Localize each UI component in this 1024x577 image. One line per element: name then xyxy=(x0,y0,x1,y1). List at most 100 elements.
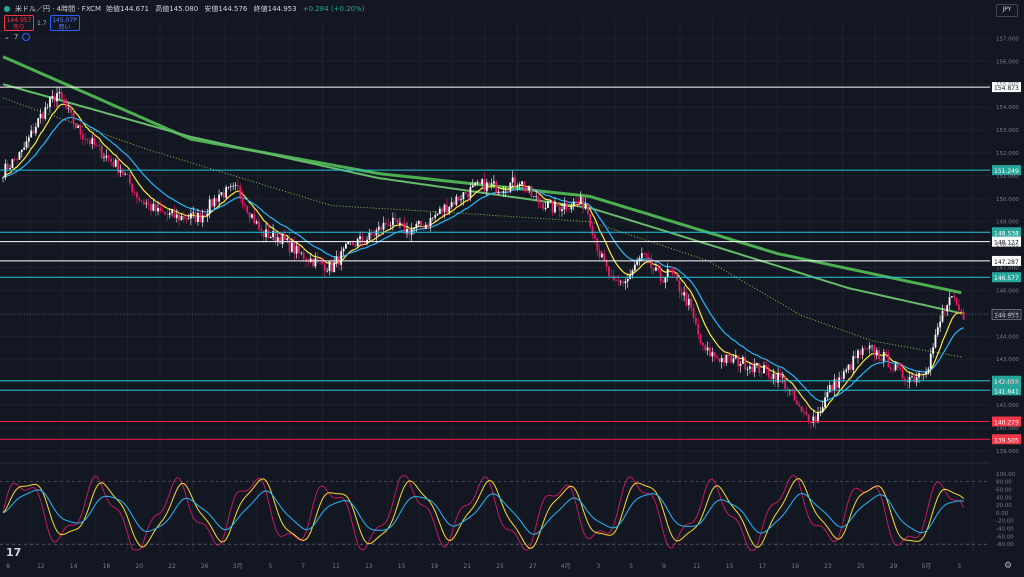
osc-tick-label: -80.00 xyxy=(996,542,1014,548)
tradingview-logo[interactable]: 17 xyxy=(6,546,22,559)
candle-body xyxy=(922,373,925,375)
candle-body xyxy=(894,364,897,371)
candle-body xyxy=(51,96,54,98)
candle-body xyxy=(239,186,242,197)
time-tick-label: 19 xyxy=(791,563,799,570)
candle-body xyxy=(565,203,568,209)
candle-body xyxy=(211,199,213,207)
candle-body xyxy=(251,214,253,218)
candle-body xyxy=(154,203,157,212)
buy-button[interactable]: 145.07P 買い xyxy=(49,15,80,31)
hline-label: 148.538 xyxy=(994,230,1019,237)
symbol-title[interactable]: 米ドル／円 · 4時間 · FXCM xyxy=(15,5,102,13)
candle-body xyxy=(194,212,197,222)
candle-body xyxy=(382,222,385,230)
candle-body xyxy=(359,236,361,240)
time-tick-label: 18 xyxy=(103,563,111,570)
candle-body xyxy=(812,416,815,423)
candle-body xyxy=(389,225,392,226)
candle-body xyxy=(833,379,836,390)
eye-icon[interactable] xyxy=(22,33,31,41)
candle-body xyxy=(159,207,162,212)
buy-label: 買い xyxy=(58,24,71,31)
candle-body xyxy=(65,103,68,109)
candle-body xyxy=(354,244,357,247)
sell-button[interactable]: 144.957 売り xyxy=(4,15,34,31)
candle-body xyxy=(687,298,690,306)
candle-body xyxy=(554,201,556,213)
candle-body xyxy=(810,421,812,423)
candle-body xyxy=(875,350,878,356)
candle-body xyxy=(63,99,65,104)
candle-body xyxy=(276,237,279,242)
candle-body xyxy=(128,174,131,184)
candle-body xyxy=(302,252,305,259)
hline-label: 151.249 xyxy=(994,168,1019,175)
candle-body xyxy=(918,373,920,378)
candle-body xyxy=(725,354,728,363)
candle-body xyxy=(941,310,944,322)
candle-body xyxy=(86,139,89,141)
current-price-box xyxy=(991,309,1022,320)
candle-body xyxy=(777,373,779,383)
candle-body xyxy=(488,182,491,185)
time-tick-label: 15 xyxy=(398,563,406,570)
candle-body xyxy=(502,191,505,193)
candle-body xyxy=(955,297,958,305)
time-tick-label: 12 xyxy=(37,563,45,570)
settings-gear-icon[interactable]: ⚙ xyxy=(1004,561,1013,571)
candle-body xyxy=(772,373,775,379)
time-tick-label: 29 xyxy=(890,563,898,570)
currency-label[interactable]: JPY xyxy=(996,4,1018,17)
candle-body xyxy=(645,254,648,258)
candle-body xyxy=(626,278,629,282)
candle-body xyxy=(471,185,474,188)
candle-body xyxy=(100,145,103,159)
price-tick-label: 153.000 xyxy=(996,128,1019,134)
candle-body xyxy=(107,155,110,159)
candle-body xyxy=(601,253,603,258)
candle-body xyxy=(617,280,620,282)
candle-body xyxy=(939,321,942,328)
candle-body xyxy=(511,177,514,183)
candle-body xyxy=(117,159,119,173)
candle-body xyxy=(58,92,61,94)
candle-body xyxy=(91,138,94,145)
candle-body xyxy=(673,273,676,275)
candle-body xyxy=(269,237,272,239)
candle-body xyxy=(774,373,777,383)
candle-body xyxy=(441,208,444,212)
candle-body xyxy=(453,202,455,205)
candle-body xyxy=(817,412,819,423)
candle-body xyxy=(206,213,209,216)
candle-body xyxy=(274,231,277,242)
candle-body xyxy=(749,366,751,369)
candle-body xyxy=(74,123,77,129)
candle-body xyxy=(699,334,702,344)
candle-body xyxy=(13,159,16,160)
time-tick-label: 8 xyxy=(6,563,10,570)
time-tick-label: 3 xyxy=(957,563,961,570)
candle-body xyxy=(89,140,91,145)
price-tick-label: 154.000 xyxy=(996,105,1019,111)
time-tick-label: 14 xyxy=(70,563,78,570)
candle-body xyxy=(171,210,174,213)
indicator-toggle[interactable]: ⌄ 7 xyxy=(4,33,31,41)
candle-body xyxy=(758,362,761,373)
time-tick-label: 5 xyxy=(268,563,272,570)
candle-body xyxy=(394,217,397,219)
candle-body xyxy=(850,364,852,370)
time-tick-label: 25 xyxy=(857,563,865,570)
candle-body xyxy=(803,411,805,413)
candle-body xyxy=(114,159,117,167)
candle-body xyxy=(166,214,169,215)
candle-body xyxy=(431,217,434,219)
candle-body xyxy=(126,174,129,175)
candle-body xyxy=(406,229,408,234)
candle-body xyxy=(739,363,742,367)
candle-body xyxy=(936,327,939,335)
osc-tick-label: 40.00 xyxy=(996,495,1012,501)
candle-body xyxy=(131,183,134,192)
